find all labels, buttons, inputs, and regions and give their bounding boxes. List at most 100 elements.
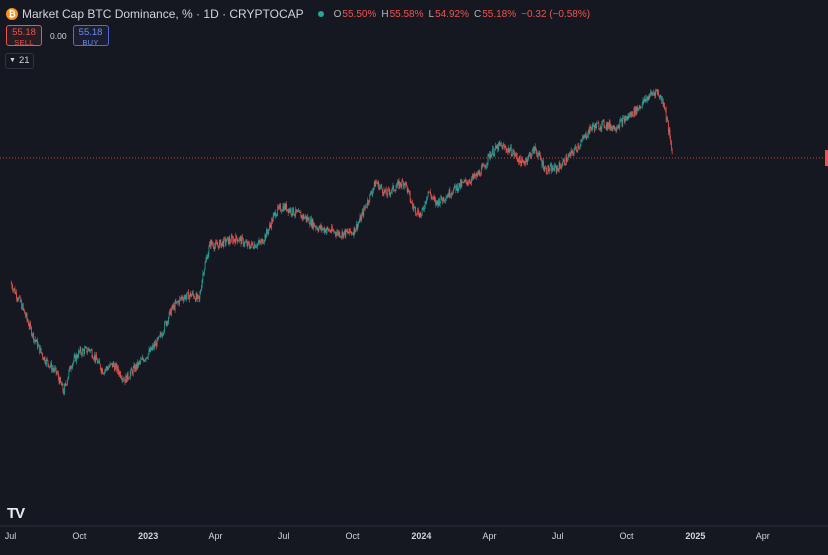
candle: [317, 228, 319, 234]
candle: [55, 365, 56, 372]
candle: [607, 121, 609, 131]
candle: [464, 179, 466, 183]
candle: [228, 235, 230, 247]
candle: [614, 127, 616, 132]
candle: [379, 183, 380, 191]
candle: [409, 190, 411, 204]
x-tick-label: Jul: [278, 531, 290, 541]
candle: [540, 152, 541, 161]
candle: [166, 320, 168, 328]
candle: [558, 168, 559, 172]
candle: [353, 226, 355, 239]
candle: [73, 353, 75, 363]
candle: [28, 322, 30, 331]
x-tick-label: Apr: [756, 531, 770, 541]
candle: [637, 104, 639, 111]
candle: [120, 370, 121, 379]
candle: [261, 237, 263, 243]
candle: [652, 91, 654, 96]
candle: [96, 352, 97, 360]
candle: [97, 360, 99, 365]
candle: [320, 224, 321, 231]
candle: [387, 188, 389, 199]
candle: [432, 196, 433, 201]
sell-button[interactable]: 55.18 SELL: [6, 25, 42, 47]
candle: [113, 361, 115, 368]
candle: [134, 363, 136, 373]
candle: [460, 179, 462, 188]
candle: [578, 146, 580, 150]
candle: [83, 348, 85, 358]
candle: [404, 183, 406, 186]
candle: [236, 234, 237, 241]
candle: [40, 347, 42, 354]
candle: [207, 251, 209, 260]
x-tick-label: Jul: [552, 531, 564, 541]
candle: [186, 293, 187, 302]
candle: [267, 229, 269, 237]
candle: [647, 95, 649, 101]
candle: [370, 191, 371, 197]
candle: [256, 243, 258, 249]
candle: [483, 162, 484, 167]
buy-button[interactable]: 55.18 BUY: [72, 25, 109, 47]
x-tick-label: 2023: [138, 531, 158, 541]
candle: [587, 132, 588, 138]
candle: [289, 207, 291, 213]
candle: [47, 359, 49, 367]
candle: [69, 366, 70, 372]
tradingview-logo-icon[interactable]: TV: [7, 505, 25, 522]
candle: [238, 239, 240, 242]
candle: [668, 120, 669, 136]
candle: [229, 235, 231, 245]
candle: [31, 326, 32, 337]
candle: [567, 153, 569, 161]
candle: [284, 202, 286, 211]
candle: [272, 217, 273, 224]
candle: [403, 180, 404, 190]
candle: [23, 308, 25, 311]
candle: [155, 339, 157, 346]
candle: [560, 163, 561, 169]
candle: [153, 340, 155, 351]
candle: [626, 115, 627, 121]
candle: [467, 180, 469, 186]
candle: [340, 235, 342, 240]
candle: [408, 188, 410, 193]
candle: [59, 375, 61, 384]
candle: [441, 195, 442, 201]
candle: [199, 291, 201, 303]
candle: [162, 332, 164, 337]
candle: [323, 225, 325, 234]
candle: [400, 181, 401, 188]
candle: [309, 222, 311, 228]
candle: [536, 148, 538, 157]
candle: [480, 172, 481, 177]
candle: [477, 170, 478, 178]
candle: [322, 227, 323, 232]
candle: [443, 196, 445, 204]
spread-value: 0.00: [50, 30, 67, 41]
candle: [482, 162, 484, 168]
candle: [255, 245, 257, 248]
candle: [58, 370, 59, 381]
candle: [434, 196, 436, 203]
candle: [521, 156, 523, 167]
candle: [457, 187, 459, 194]
candle: [70, 365, 72, 373]
candle: [331, 224, 333, 232]
candle: [547, 165, 549, 175]
candle: [574, 145, 576, 151]
candle: [592, 122, 594, 131]
candle: [325, 227, 327, 235]
indicators-toggle[interactable]: ▼ 21: [5, 53, 34, 69]
candle: [622, 114, 624, 128]
candle: [165, 320, 166, 324]
candle: [187, 291, 189, 293]
candle: [551, 162, 552, 174]
candle: [133, 362, 135, 369]
candle: [392, 182, 394, 190]
candle: [516, 152, 518, 163]
